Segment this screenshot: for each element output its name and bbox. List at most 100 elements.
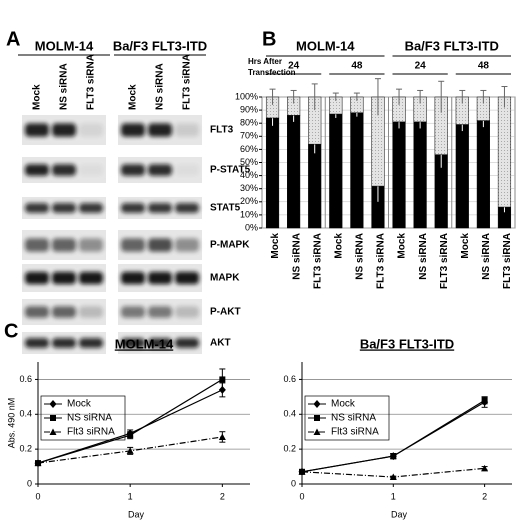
blot-band <box>52 238 76 252</box>
series-line <box>301 401 485 473</box>
blot-band <box>79 123 103 137</box>
bar-segment <box>455 124 469 229</box>
blot-band <box>121 238 145 252</box>
marker <box>50 415 56 421</box>
legend-label: Flt3 siRNA <box>67 427 115 438</box>
blot-band <box>148 123 172 137</box>
protein-label: STAT5 <box>210 203 241 214</box>
blot-band <box>175 338 199 348</box>
blot-band <box>79 306 103 318</box>
bar-segment <box>329 113 343 229</box>
legend-label: Flt3 siRNA <box>331 427 379 438</box>
marker <box>314 415 320 421</box>
protein-label: P-AKT <box>210 307 241 318</box>
subgroup-label: 24 <box>288 61 300 72</box>
blot-band <box>52 203 76 213</box>
y-tick-label: 0 <box>27 478 32 488</box>
x-tick-label: NS siRNA <box>418 233 429 280</box>
cell-line-title: Ba/F3 FLT3-ITD <box>113 38 207 53</box>
x-tick-label: 0 <box>35 491 40 501</box>
bar-segment <box>497 96 512 208</box>
marker <box>49 428 57 435</box>
blot-band <box>121 271 145 285</box>
y-tick-label: 0.6 <box>283 374 296 384</box>
group-title: MOLM-14 <box>296 38 355 53</box>
chart-title: Ba/F3 FLT3-ITD <box>360 336 454 351</box>
blot-band <box>121 123 145 137</box>
x-tick-label: NS siRNA <box>355 233 366 280</box>
x-tick-label: FLT3 siRNA <box>376 233 387 289</box>
protein-label: MAPK <box>210 273 240 284</box>
x-tick-label: FLT3 siRNA <box>439 233 450 289</box>
blot-band <box>148 164 172 176</box>
blot-band <box>121 338 145 348</box>
blot-band <box>121 164 145 176</box>
x-tick-label: 0 <box>299 491 304 501</box>
blot-band <box>25 164 49 176</box>
y-tick-label: 40% <box>240 170 258 180</box>
blot-band <box>25 271 49 285</box>
bar-segment <box>392 121 406 229</box>
x-tick-label: Mock <box>460 233 471 259</box>
lane-label: FLT3 siRNA <box>182 54 193 110</box>
bar-segment <box>265 117 280 229</box>
y-tick-label: 70% <box>240 131 258 141</box>
panel-label: B <box>262 28 276 50</box>
marker <box>481 464 489 472</box>
series-line <box>301 399 485 473</box>
x-tick-label: Mock <box>397 233 408 259</box>
panel-label: A <box>6 28 20 50</box>
lane-label: NS siRNA <box>155 63 166 110</box>
subgroup-title: Hrs After <box>248 57 282 66</box>
bar-segment <box>413 121 427 229</box>
marker <box>126 447 134 454</box>
blot-band <box>52 338 76 348</box>
blot-band <box>79 203 103 213</box>
blot-band <box>175 123 199 137</box>
blot-band <box>175 203 199 213</box>
y-tick-label: 60% <box>240 144 258 154</box>
blot-band <box>79 238 103 252</box>
marker <box>481 397 488 404</box>
protein-label: P-MAPK <box>210 240 250 251</box>
y-axis-label: Abs. 490 nM <box>6 398 16 449</box>
blot-band <box>148 238 172 252</box>
blot-band <box>52 271 76 285</box>
y-tick-label: 0.4 <box>283 409 296 419</box>
bar-segment <box>350 112 364 229</box>
protein-label: P-STAT5 <box>210 165 251 176</box>
blot-band <box>52 164 76 176</box>
blot-band <box>79 164 103 176</box>
subgroup-label: 48 <box>478 61 490 72</box>
legend-label: NS siRNA <box>331 413 376 424</box>
blot-band <box>79 271 103 285</box>
blot-band <box>148 203 172 213</box>
blot-band <box>121 306 145 318</box>
blot-band <box>25 306 49 318</box>
lane-label: Mock <box>32 84 43 110</box>
bar-segment <box>287 115 301 229</box>
blot-band <box>175 164 199 176</box>
x-tick-label: FLT3 siRNA <box>312 233 323 289</box>
blot-band <box>52 123 76 137</box>
x-tick-label: Mock <box>333 233 344 259</box>
lane-label: Mock <box>128 84 139 110</box>
legend-label: NS siRNA <box>67 413 112 424</box>
x-tick-label: 1 <box>391 491 396 501</box>
blot-band <box>25 123 49 137</box>
marker <box>313 428 321 435</box>
x-tick-label: 2 <box>482 491 487 501</box>
y-tick-label: 30% <box>240 183 258 193</box>
blot-band <box>121 203 145 213</box>
blot-band <box>52 306 76 318</box>
marker <box>34 459 42 467</box>
marker <box>390 453 397 460</box>
cell-line-title: MOLM-14 <box>35 38 94 53</box>
blot-band <box>25 203 49 213</box>
legend-label: Mock <box>67 399 92 410</box>
legend-box <box>304 395 390 441</box>
subgroup-label: 24 <box>415 61 427 72</box>
subgroup-title: Transfection <box>248 68 296 77</box>
y-tick-label: 0 <box>291 478 296 488</box>
